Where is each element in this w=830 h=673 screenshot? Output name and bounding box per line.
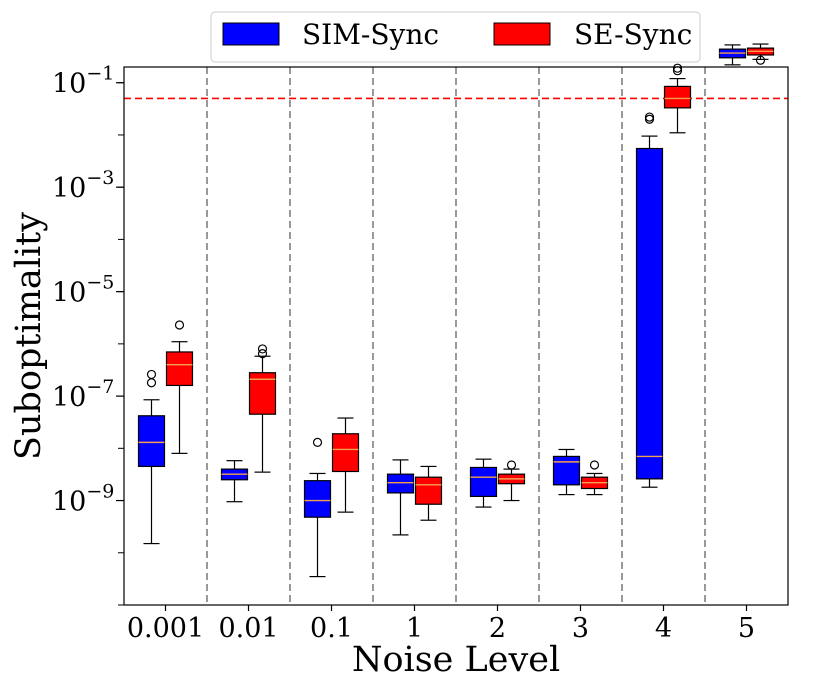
plot-frame: [123, 66, 789, 606]
x-tick-label: 0.01: [218, 613, 278, 644]
y-tick-label: 10−7: [52, 376, 114, 413]
box-sim-sync: [386, 459, 415, 536]
flier-point: [589, 460, 600, 470]
box-sim-sync: [552, 448, 581, 496]
legend-label-se-sync: SE-Sync: [574, 18, 692, 51]
box-sim-sync: [718, 44, 747, 66]
flier-point: [644, 112, 655, 122]
box-sim-sync: [137, 369, 166, 545]
x-tick-label: 4: [655, 613, 672, 644]
y-ticks: 10−1 10−3 10−5 10−7 10−9: [52, 63, 124, 606]
box-se-sync: [746, 43, 775, 65]
box-se-sync: [580, 460, 609, 496]
x-tick-label: 2: [489, 613, 506, 644]
flier-point: [672, 63, 683, 73]
box-sim-sync: [635, 112, 664, 488]
x-tick-label: 5: [738, 613, 755, 644]
legend-frame: [210, 11, 701, 63]
box-se-sync: [414, 465, 443, 521]
flier-point: [755, 55, 766, 65]
legend-label-sim-sync: SIM-Sync: [302, 18, 439, 51]
box-body: [137, 415, 166, 468]
category-separators: [206, 67, 706, 605]
box-body: [303, 480, 332, 518]
box-body: [414, 476, 443, 505]
box-se-sync: [497, 460, 526, 502]
legend-swatch-se-sync: [493, 22, 551, 46]
box-body: [635, 147, 664, 480]
x-tick-label: 3: [572, 613, 589, 644]
boxes-layer: [137, 43, 775, 578]
legend[interactable]: SIM-Sync SE-Sync: [210, 11, 701, 63]
box-se-sync: [165, 320, 194, 454]
flier-point: [257, 349, 268, 359]
box-sim-sync: [220, 460, 249, 503]
x-tick-label: 1: [406, 613, 423, 644]
y-tick-label: 10−3: [52, 167, 114, 204]
flier-point: [146, 378, 157, 388]
x-axis-label: Noise Level: [352, 640, 560, 673]
x-ticks: 0.001 0.01 0.1 1 2 3 4 5: [127, 605, 755, 644]
box-body: [386, 473, 415, 494]
y-tick-label: 10−1: [52, 63, 114, 100]
box-body: [663, 85, 692, 109]
box-body: [552, 455, 581, 486]
box-body: [165, 351, 194, 387]
box-se-sync: [248, 344, 277, 473]
legend-swatch-sim-sync: [222, 22, 280, 46]
flier-point: [257, 344, 268, 354]
x-tick-label: 0.001: [127, 613, 204, 644]
flier-point: [146, 369, 157, 380]
box-body: [469, 466, 498, 498]
box-body: [331, 433, 360, 473]
x-tick-label: 0.1: [310, 613, 353, 644]
box-sim-sync: [469, 458, 498, 508]
y-tick-label: 10−9: [52, 481, 114, 518]
flier-point: [312, 437, 323, 447]
flier-point: [174, 320, 185, 330]
y-tick-label: 10−5: [52, 272, 114, 309]
box-se-sync: [331, 417, 360, 513]
y-axis-label: Suboptimality: [9, 212, 49, 460]
box-sim-sync: [303, 437, 332, 578]
flier-point: [506, 460, 517, 470]
box-se-sync: [663, 63, 692, 134]
